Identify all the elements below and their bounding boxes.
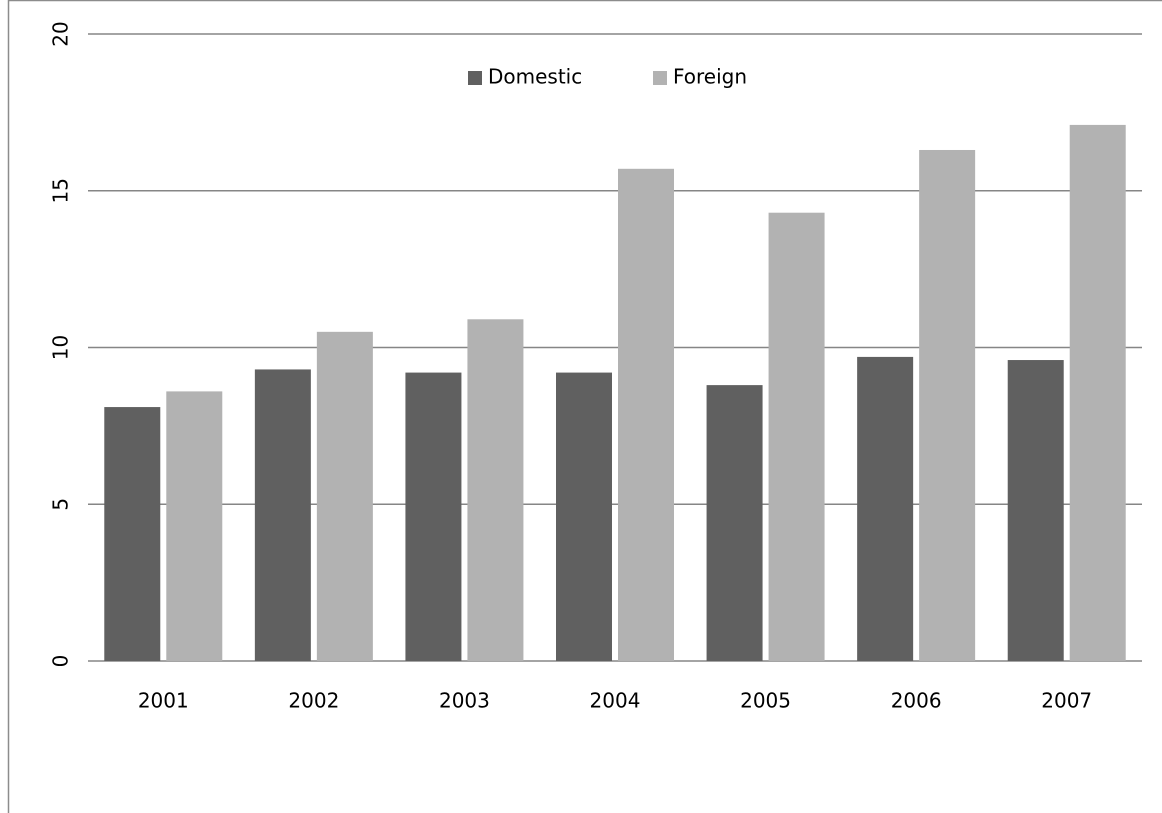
- bar: [618, 168, 674, 661]
- chart-frame: [7, 0, 1162, 813]
- x-tick-label: 2005: [740, 689, 791, 713]
- legend-label: Foreign: [673, 65, 747, 89]
- x-tick-label: 2007: [1041, 689, 1092, 713]
- bar: [706, 385, 763, 661]
- legend-swatch: [653, 71, 667, 85]
- y-tick-label: 10: [49, 335, 73, 360]
- x-tick-label: 2003: [439, 689, 490, 713]
- bar: [104, 407, 161, 661]
- bar: [556, 372, 612, 661]
- bar: [919, 149, 976, 661]
- y-tick-label: 15: [49, 178, 73, 203]
- bar: [768, 212, 825, 661]
- y-tick-label: 0: [49, 655, 73, 668]
- x-tick-label: 2002: [288, 689, 339, 713]
- bar: [405, 372, 462, 661]
- bar: [166, 391, 223, 661]
- x-tick-label: 2001: [138, 689, 189, 713]
- bar: [467, 319, 524, 661]
- bar: [1007, 360, 1064, 661]
- x-tick-label: 2004: [590, 689, 641, 713]
- legend-swatch: [468, 71, 482, 85]
- legend-label: Domestic: [488, 65, 582, 89]
- x-tick-label: 2006: [891, 689, 942, 713]
- bar: [1069, 124, 1126, 662]
- bar: [254, 369, 311, 661]
- y-tick-label: 5: [49, 498, 73, 511]
- bar: [857, 356, 914, 661]
- bar: [316, 331, 373, 661]
- y-tick-label: 20: [49, 21, 73, 46]
